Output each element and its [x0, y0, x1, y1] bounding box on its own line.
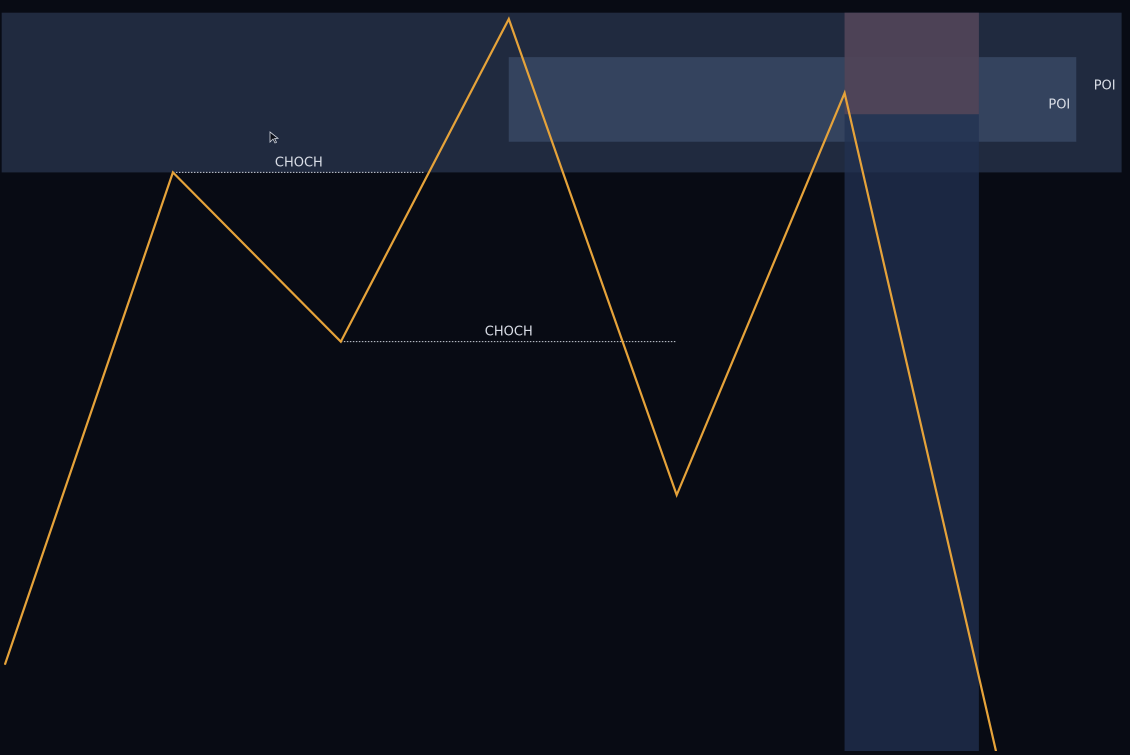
levels-layer: [172, 171, 677, 343]
zone-2: [508, 57, 1077, 142]
swing-point-6: [843, 92, 846, 94]
line-layer: [3, 16, 999, 755]
swing-point-4: [507, 18, 510, 20]
mouse-cursor-icon: [269, 131, 280, 144]
cursor-layer: [269, 131, 280, 144]
zones-layer: [1, 12, 1122, 755]
swing-point-3: [340, 340, 342, 343]
choch-label-1: CHOCH: [275, 155, 323, 170]
swing-point-1: [4, 663, 6, 666]
labels-layer: POI POI CHOCH CHOCH: [275, 79, 1116, 340]
zone-label-1: POI: [1094, 79, 1116, 94]
zone-label-2: POI: [1048, 97, 1070, 112]
choch-label-2: CHOCH: [485, 325, 533, 340]
swing-point-2: [172, 171, 174, 174]
swing-point-5: [675, 494, 678, 496]
zone-4: [844, 12, 979, 115]
